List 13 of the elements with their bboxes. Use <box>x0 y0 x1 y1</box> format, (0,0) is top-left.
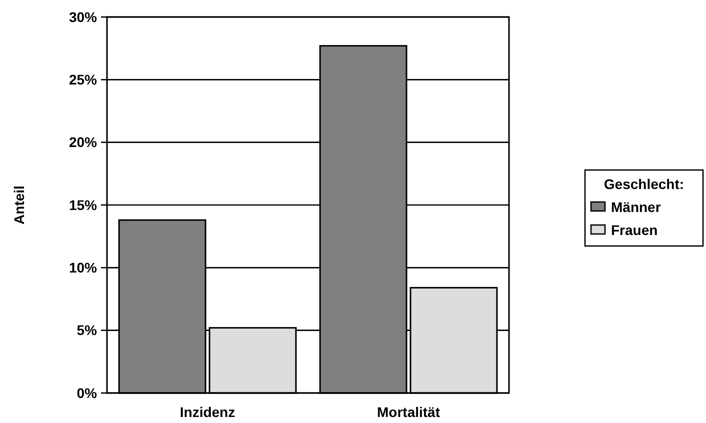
y-tick-label: 15% <box>68 196 98 213</box>
legend-label: Frauen <box>611 222 658 238</box>
x-tick-label: Mortalität <box>377 404 440 420</box>
y-tick-label: 20% <box>68 134 98 150</box>
y-axis-title: Anteil <box>11 186 27 224</box>
y-tick-label: 5% <box>76 322 98 338</box>
x-tick-label: Inzidenz <box>180 404 236 420</box>
legend-title: Geschlecht: <box>604 176 684 192</box>
y-tick-label: 10% <box>68 260 98 276</box>
y-tick-label: 0% <box>76 384 98 401</box>
y-tick-label: 25% <box>68 72 98 88</box>
legend-label: Männer <box>611 198 662 215</box>
y-tick-label: 30% <box>68 8 98 25</box>
